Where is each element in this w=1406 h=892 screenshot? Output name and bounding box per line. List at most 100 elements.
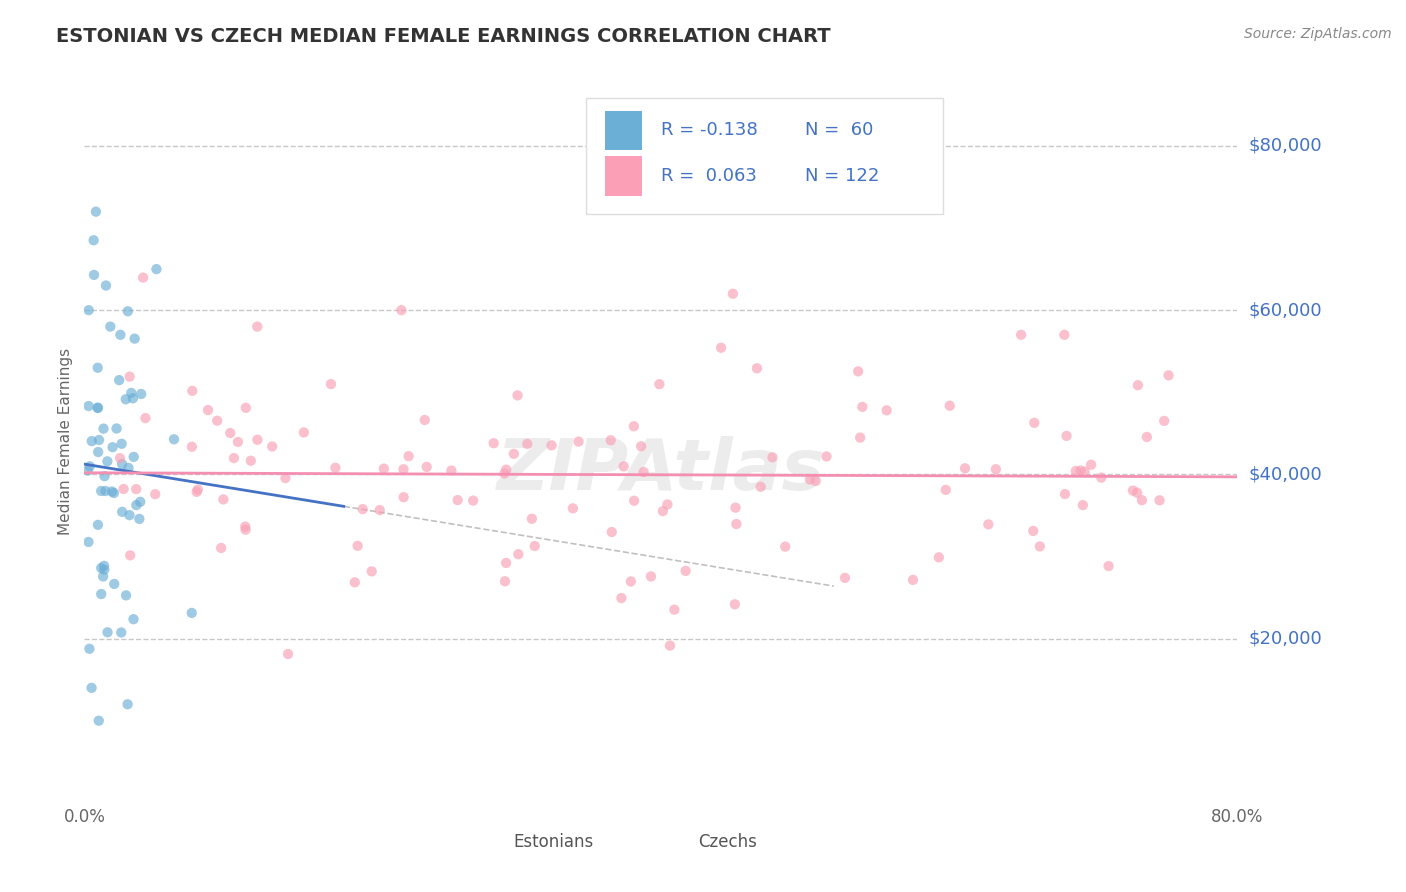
Point [87,445,110,459]
Point [984,462,1007,476]
Point [117,698,139,712]
Point [79,459,101,474]
Point [506,388,529,402]
Point [226,434,249,449]
Point [118,508,141,523]
Point [599,434,621,448]
Point [846,364,869,378]
Text: Estonians: Estonians [513,833,593,851]
Point [1126,485,1149,500]
Point [233,519,256,533]
Point [804,474,827,488]
Point [111,505,134,519]
Point [1080,458,1102,472]
Point [205,414,228,428]
Point [935,483,957,497]
FancyBboxPatch shape [606,156,643,196]
Point [901,573,924,587]
Point [101,440,124,454]
Point [1149,493,1171,508]
Point [120,549,142,563]
Point [1090,470,1112,484]
Point [122,450,145,464]
Point [391,303,413,318]
Point [613,459,636,474]
Point [122,612,145,626]
Point [495,463,517,477]
Point [398,449,420,463]
Point [977,517,1000,532]
Point [1071,498,1094,512]
Point [76,463,98,477]
Point [773,540,796,554]
Point [103,486,125,500]
Point [1097,559,1119,574]
Point [87,714,110,728]
Point [1053,327,1076,342]
FancyBboxPatch shape [477,830,502,854]
Point [180,440,202,454]
Point [114,392,136,407]
Point [815,450,838,464]
Point [93,558,115,573]
Point [87,401,110,415]
Point [610,591,633,605]
Point [851,400,873,414]
Point [724,597,747,611]
Point [94,483,117,498]
Point [96,454,118,468]
Point [834,571,856,585]
Point [117,461,139,475]
Point [482,436,505,450]
Point [134,411,156,425]
Point [101,484,124,499]
Point [523,539,546,553]
Point [235,523,257,537]
Point [86,401,108,415]
Point [187,483,209,497]
FancyBboxPatch shape [586,98,943,214]
Point [124,332,146,346]
Point [799,473,821,487]
Point [93,563,115,577]
Point [277,647,299,661]
Text: N =  60: N = 60 [806,121,873,139]
Point [494,467,516,481]
Point [721,286,744,301]
Point [122,392,145,406]
Point [413,413,436,427]
FancyBboxPatch shape [661,830,686,854]
Point [91,569,114,583]
Point [520,512,543,526]
Point [1136,430,1159,444]
Point [112,482,135,496]
Point [876,403,898,417]
Point [447,493,470,508]
Point [516,437,538,451]
Point [440,463,463,477]
Point [79,641,101,656]
Point [928,550,950,565]
Point [620,574,643,589]
Point [163,432,186,446]
Point [212,492,235,507]
Point [90,561,112,575]
Point [111,437,134,451]
Point [319,377,342,392]
Point [675,564,697,578]
Point [108,451,131,466]
Point [633,465,655,479]
Point [110,327,132,342]
Point [939,399,962,413]
Point [1122,483,1144,498]
Point [745,361,768,376]
Point [84,204,107,219]
Point [80,681,103,695]
Point [502,447,524,461]
Point [262,440,284,454]
Point [343,575,366,590]
Point [463,493,485,508]
Text: Czechs: Czechs [697,833,756,851]
Point [360,565,382,579]
Point [90,483,112,498]
